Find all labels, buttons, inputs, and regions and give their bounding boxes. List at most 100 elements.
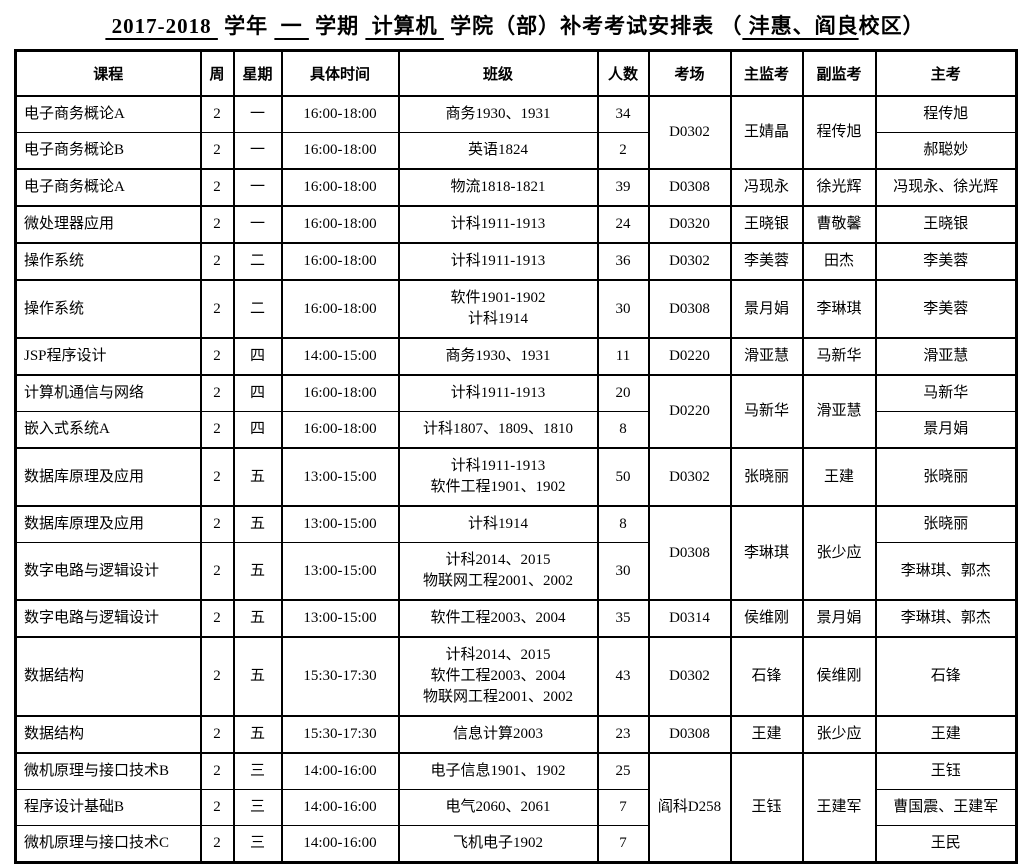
cell-room: D0302 <box>647 242 732 281</box>
cell-deputy_invigilator: 田杰 <box>801 242 877 281</box>
cell-week: 2 <box>199 752 235 790</box>
cell-time: 16:00-18:00 <box>280 411 400 449</box>
cell-examiner: 李美蓉 <box>874 279 1018 339</box>
cell-classes: 物流1818-1821 <box>397 168 599 207</box>
cell-chief_invigilator: 侯维刚 <box>729 599 804 638</box>
cell-day: 四 <box>232 337 283 376</box>
cell-deputy_invigilator: 王建军 <box>801 752 877 863</box>
cell-examiner: 曹国震、王建军 <box>874 789 1018 826</box>
cell-examiner: 郝聪妙 <box>874 132 1018 170</box>
cell-course: 电子商务概论B <box>14 132 202 170</box>
cell-count: 7 <box>596 825 650 864</box>
cell-course: 数据结构 <box>14 715 202 754</box>
cell-chief_invigilator: 王晓银 <box>729 205 804 244</box>
title-part: 校区） <box>858 14 925 38</box>
cell-classes: 计科2014、2015 物联网工程2001、2002 <box>397 542 599 601</box>
cell-course: 数字电路与逻辑设计 <box>14 542 202 601</box>
column-header-examiner: 主考 <box>874 49 1018 97</box>
cell-time: 13:00-15:00 <box>280 542 400 601</box>
cell-classes: 软件工程2003、2004 <box>397 599 599 638</box>
cell-count: 11 <box>596 337 650 376</box>
cell-room: D0302 <box>647 95 732 170</box>
cell-count: 20 <box>596 374 650 412</box>
cell-course: JSP程序设计 <box>14 337 202 376</box>
cell-count: 30 <box>596 542 650 601</box>
cell-deputy_invigilator: 李琳琪 <box>801 279 877 339</box>
cell-time: 13:00-15:00 <box>280 447 400 507</box>
column-header-chief_invigilator: 主监考 <box>729 49 804 97</box>
table-row: 程序设计基础B 2 三 14:00-16:00 电气2060、2061 7 曹国震、王建军 <box>14 789 1018 826</box>
cell-classes: 计科1911-1913 <box>397 205 599 244</box>
cell-week: 2 <box>199 715 235 754</box>
cell-week: 2 <box>199 168 235 207</box>
cell-examiner: 张晓丽 <box>874 505 1018 543</box>
table-row: 嵌入式系统A 2 四 16:00-18:00 计科1807、1809、1810 8 景月娟 <box>14 411 1018 449</box>
cell-classes: 计科1914 <box>397 505 599 543</box>
table-row: 微机原理与接口技术B 2 三 14:00-16:00 电子信息1901、1902 25 阎科… <box>14 752 1018 863</box>
title-part: 沣惠、阎良 <box>742 14 859 38</box>
cell-examiner: 冯现永、徐光辉 <box>874 168 1018 207</box>
cell-course: 微处理器应用 <box>14 205 202 244</box>
cell-examiner: 马新华 <box>874 374 1018 412</box>
cell-time: 14:00-15:00 <box>280 337 400 376</box>
cell-chief_invigilator: 石锋 <box>729 636 804 717</box>
cell-time: 16:00-18:00 <box>280 242 400 281</box>
cell-count: 23 <box>596 715 650 754</box>
cell-examiner: 王钰 <box>874 752 1018 790</box>
cell-classes: 计科1911-1913 <box>397 374 599 412</box>
cell-classes: 电子信息1901、1902 <box>397 752 599 790</box>
cell-week: 2 <box>199 242 235 281</box>
cell-examiner: 李琳琪、郭杰 <box>874 542 1018 601</box>
cell-week: 2 <box>199 95 235 133</box>
table-row: 电子商务概论B 2 一 16:00-18:00 英语1824 2 郝聪妙 <box>14 132 1018 170</box>
cell-time: 14:00-16:00 <box>280 825 400 864</box>
cell-time: 13:00-15:00 <box>280 505 400 543</box>
cell-course: 电子商务概论A <box>14 95 202 133</box>
cell-course: 微机原理与接口技术C <box>14 825 202 864</box>
cell-count: 7 <box>596 789 650 826</box>
cell-room: D0302 <box>647 636 732 717</box>
cell-count: 43 <box>596 636 650 717</box>
column-header-course: 课程 <box>14 49 202 97</box>
cell-count: 50 <box>596 447 650 507</box>
cell-chief_invigilator: 张晓丽 <box>729 447 804 507</box>
cell-classes: 电气2060、2061 <box>397 789 599 826</box>
cell-count: 25 <box>596 752 650 790</box>
cell-week: 2 <box>199 789 235 826</box>
cell-course: 数据库原理及应用 <box>14 505 202 543</box>
cell-day: 四 <box>232 411 283 449</box>
title-part: 2017-2018 <box>105 14 218 38</box>
cell-course: 嵌入式系统A <box>14 411 202 449</box>
cell-examiner: 李美蓉 <box>874 242 1018 281</box>
cell-examiner: 石锋 <box>874 636 1018 717</box>
cell-course: 操作系统 <box>14 279 202 339</box>
cell-deputy_invigilator: 景月娟 <box>801 599 877 638</box>
cell-count: 8 <box>596 411 650 449</box>
cell-course: 电子商务概论A <box>14 168 202 207</box>
cell-week: 2 <box>199 825 235 864</box>
column-header-time: 具体时间 <box>280 49 400 97</box>
cell-classes: 计科2014、2015 软件工程2003、2004 物联网工程2001、2002 <box>397 636 599 717</box>
table-row: 电子商务概论A 2 一 16:00-18:00 物流1818-1821 39 D0308 冯现… <box>14 168 1018 207</box>
cell-time: 14:00-16:00 <box>280 789 400 826</box>
title-part: 学院（部）补考考试安排表 （ <box>443 14 743 38</box>
cell-room: D0302 <box>647 447 732 507</box>
cell-examiner: 张晓丽 <box>874 447 1018 507</box>
cell-chief_invigilator: 王建 <box>729 715 804 754</box>
cell-chief_invigilator: 景月娟 <box>729 279 804 339</box>
title-part: 学期 <box>308 14 366 38</box>
cell-chief_invigilator: 王婧晶 <box>729 95 804 170</box>
cell-deputy_invigilator: 张少应 <box>801 715 877 754</box>
table-row: 微处理器应用 2 一 16:00-18:00 计科1911-1913 24 D0320 王晓银… <box>14 205 1018 244</box>
cell-room: D0308 <box>647 279 732 339</box>
column-header-room: 考场 <box>647 49 732 97</box>
cell-chief_invigilator: 马新华 <box>729 374 804 449</box>
table-row: 数据库原理及应用 2 五 13:00-15:00 计科1914 8 D0308 李琳琪 张少应张… <box>14 505 1018 601</box>
cell-course: 数据结构 <box>14 636 202 717</box>
cell-week: 2 <box>199 279 235 339</box>
cell-chief_invigilator: 李美蓉 <box>729 242 804 281</box>
cell-day: 四 <box>232 374 283 412</box>
cell-week: 2 <box>199 447 235 507</box>
cell-chief_invigilator: 滑亚慧 <box>729 337 804 376</box>
cell-classes: 计科1911-1913 <box>397 242 599 281</box>
